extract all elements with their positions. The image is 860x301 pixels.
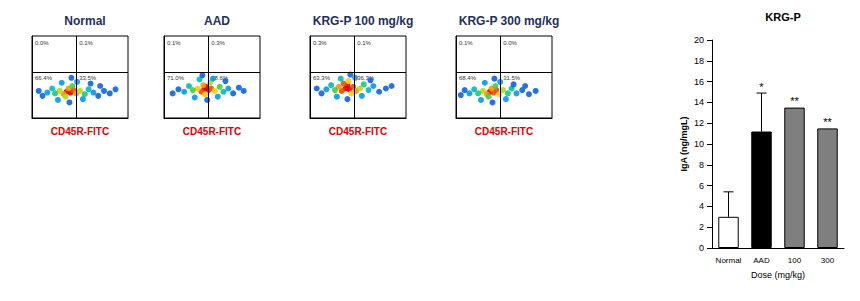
svg-text:100: 100 — [788, 256, 802, 265]
svg-text:KRG-P 300 mg/kg: KRG-P 300 mg/kg — [459, 14, 559, 28]
svg-text:0.3%: 0.3% — [313, 40, 327, 46]
svg-text:63.3%: 63.3% — [313, 75, 331, 81]
svg-text:0.1%: 0.1% — [79, 40, 93, 46]
svg-text:AAD: AAD — [204, 14, 230, 28]
svg-text:CD45R-FITC: CD45R-FITC — [329, 126, 387, 137]
svg-text:0.0%: 0.0% — [503, 40, 517, 46]
svg-text:12: 12 — [694, 118, 704, 128]
svg-text:6: 6 — [699, 181, 704, 191]
svg-text:**: ** — [790, 95, 799, 107]
svg-text:Normal: Normal — [716, 256, 742, 265]
svg-text:300: 300 — [821, 256, 835, 265]
svg-text:36.3%: 36.3% — [357, 75, 375, 82]
svg-text:0.1%: 0.1% — [459, 40, 473, 46]
svg-text:71.0%: 71.0% — [167, 75, 185, 81]
svg-text:0.3%: 0.3% — [211, 40, 225, 46]
svg-text:Normal: Normal — [64, 14, 105, 28]
svg-text:66.4%: 66.4% — [35, 75, 53, 81]
svg-text:4: 4 — [699, 201, 704, 211]
svg-text:*: * — [759, 81, 764, 93]
svg-text:20: 20 — [694, 35, 704, 45]
svg-text:IgA (ng/mgL): IgA (ng/mgL) — [679, 116, 689, 171]
svg-text:CD45R-FITC: CD45R-FITC — [475, 126, 533, 137]
svg-text:0: 0 — [699, 243, 704, 253]
svg-text:0.0%: 0.0% — [35, 40, 49, 46]
svg-text:14: 14 — [694, 97, 704, 107]
svg-text:31.5%: 31.5% — [503, 75, 521, 81]
svg-text:AAD: AAD — [753, 256, 770, 265]
svg-text:10: 10 — [694, 139, 704, 149]
svg-text:KRG-P: KRG-P — [765, 11, 800, 23]
svg-text:0.1%: 0.1% — [357, 40, 371, 46]
svg-text:0.1%: 0.1% — [167, 40, 181, 46]
svg-text:**: ** — [823, 116, 832, 128]
svg-text:CD45R-FITC: CD45R-FITC — [51, 126, 109, 137]
svg-text:CD45R-FITC: CD45R-FITC — [183, 126, 241, 137]
svg-text:18: 18 — [694, 56, 704, 66]
svg-text:16: 16 — [694, 77, 704, 87]
svg-text:8: 8 — [699, 160, 704, 170]
svg-text:Dose (mg/kg): Dose (mg/kg) — [751, 270, 805, 280]
svg-text:2: 2 — [699, 222, 704, 232]
svg-text:33.5%: 33.5% — [79, 75, 97, 81]
svg-text:68.4%: 68.4% — [459, 75, 477, 81]
svg-text:KRG-P 100 mg/kg: KRG-P 100 mg/kg — [313, 14, 413, 28]
